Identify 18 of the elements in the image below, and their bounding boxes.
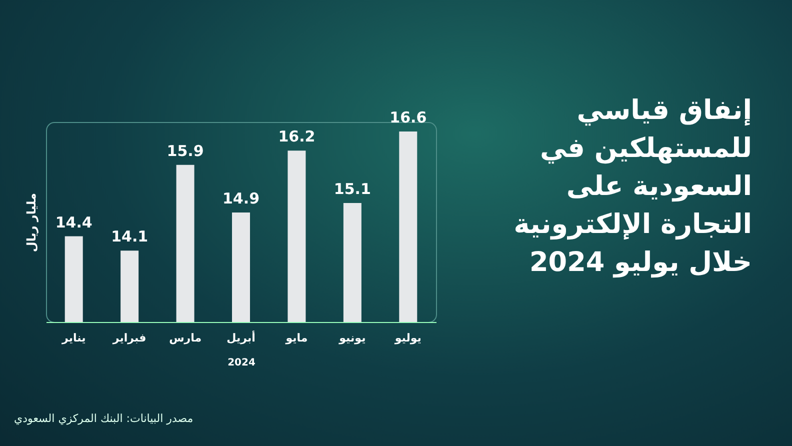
data-label: 14.4 — [55, 213, 92, 232]
x-tick-label: مايو — [284, 332, 308, 344]
text: مصدر البيانات: البنك المركزي السعودي — [14, 412, 194, 425]
x-tick-label: مارس — [169, 332, 202, 344]
data-label: 16.2 — [278, 128, 316, 146]
x-tick-label: فبراير — [112, 332, 146, 344]
data-label: 15.1 — [334, 180, 371, 198]
x-tick-label: يوليو — [394, 332, 422, 344]
x-tick-label: يناير — [60, 332, 86, 344]
x-axis-title: 2024 — [228, 358, 256, 368]
x-tick-label: أبريل — [226, 330, 256, 344]
data-label: 14.1 — [111, 228, 148, 246]
x-tick-label: يونيو — [338, 332, 366, 344]
text: إنفاق قياسي للمستهلكين في السعودية على التجارة الإلكترونية خلال يوليو 2024 — [512, 94, 752, 280]
y-axis-title: مليار ريال — [24, 192, 38, 252]
data-label: 15.9 — [166, 142, 204, 160]
data-label: 14.9 — [222, 189, 260, 208]
data-label: 16.6 — [390, 108, 427, 127]
